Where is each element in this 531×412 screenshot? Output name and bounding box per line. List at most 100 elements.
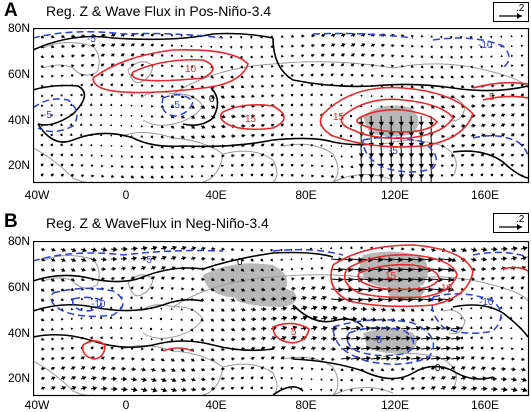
flux-arrowhead [441,154,445,158]
flux-arrowhead [510,74,514,78]
flux-arrowhead [41,247,46,252]
flux-arrowhead [100,73,104,77]
flux-arrowhead [410,85,414,89]
flux-arrowhead [142,377,148,382]
flux-arrowhead [250,248,254,252]
flux-arrowhead [338,267,343,273]
flux-arrowhead [120,286,124,290]
flux-arrowhead [420,75,424,79]
flux-arrowhead [451,277,455,282]
contour-label: -5 [143,255,152,266]
x-tick-label: 40E [205,398,227,412]
flux-arrowhead [471,153,475,158]
flux-arrowhead [110,83,113,87]
flux-arrowhead [482,256,488,262]
flux-arrowhead [209,55,213,59]
flux-arrowhead [381,43,385,48]
flux-arrowhead [61,34,66,39]
flux-arrow [410,175,412,182]
flux-arrowhead [252,113,256,118]
flux-arrowhead [70,317,74,321]
flux-arrowhead [101,277,106,281]
flux-arrowhead [388,297,393,303]
flux-arrowhead [301,174,305,178]
flux-arrowhead [351,33,356,38]
flux-arrowhead [301,34,305,38]
flux-arrowhead [319,388,323,392]
flux-arrowhead [131,276,136,281]
flux-arrowhead [180,64,184,68]
flux-arrowhead [90,164,94,168]
panel-letter: B [4,211,18,232]
flux-arrowhead [109,326,113,329]
flux-arrowhead [519,316,523,320]
flux-arrowhead [499,306,503,309]
flux-arrowhead [100,83,103,87]
flux-arrowhead [331,174,335,178]
flux-arrowhead [391,54,395,58]
flux-arrowhead [451,104,456,109]
x-tick-label: 160E [470,188,500,202]
flux-arrowhead [510,174,514,177]
flux-arrowhead [91,366,96,371]
flux-arrowhead [331,53,335,58]
flux-arrowhead [291,34,295,38]
flux-arrowhead [408,257,413,263]
flux-arrowhead [408,297,413,303]
flux-arrowhead [430,95,435,99]
flux-arrowhead [211,367,216,372]
flux-arrowhead [250,386,254,390]
flux-arrowhead [251,143,255,148]
flux-arrowhead [150,145,154,149]
flux-arrowhead [221,347,225,352]
flux-arrowhead [470,74,474,78]
flux-arrowhead [410,308,415,312]
flux-arrowhead [61,64,65,68]
flux-arrowhead [356,345,361,352]
flux-arrowhead [100,297,103,300]
flux-arrowhead [181,125,185,129]
flux-arrowhead [472,257,477,262]
flux-arrowhead [489,326,493,329]
flux-arrowhead [418,257,423,263]
flux-arrowhead [360,378,363,382]
flux-arrowhead [436,325,441,332]
flux-arrowhead [221,377,225,381]
flux-arrowhead [311,53,315,58]
flux-arrowhead [229,55,233,59]
flux-arrowhead [339,378,343,382]
flux-arrowhead [151,104,154,108]
flux-arrowhead [162,377,167,383]
flux-arrowhead [280,143,284,147]
contour-label: 0 [209,94,215,105]
flux-arrowhead [139,327,143,330]
flux-arrowhead [109,93,113,97]
flux-arrowhead [322,305,328,311]
flux-arrowhead [251,94,255,98]
flux-arrowhead [428,153,435,158]
flux-arrowhead [229,46,233,49]
flux-arrowhead [161,74,164,78]
flux-arrowhead [321,286,326,291]
flux-arrowhead [456,355,461,362]
flux-dot [349,114,353,118]
flux-arrowhead [291,54,295,58]
flux-arrowhead [520,64,524,68]
flux-arrowhead [322,315,328,321]
flux-arrowhead [190,65,194,68]
flux-arrowhead [51,64,55,68]
flux-arrowhead [200,348,205,352]
flux-arrowhead [431,366,436,371]
flux-arrowhead [376,355,381,362]
flux-arrowhead [71,356,75,361]
flux-arrowhead [280,366,284,370]
contour-label: -10 [91,299,106,310]
flux-arrowhead [360,74,364,77]
flux-arrowhead [430,317,434,321]
flux-arrowhead [270,64,274,68]
flux-arrowhead [461,153,465,158]
flux-arrowhead [250,258,254,262]
flux-arrowhead [160,348,164,351]
flux-arrowhead [60,94,63,97]
flux-arrowhead [241,317,246,322]
